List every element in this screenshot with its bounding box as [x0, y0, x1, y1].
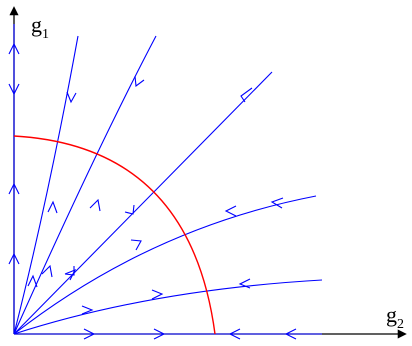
flow-arrow-icon — [224, 205, 237, 217]
flow-arrow-icon — [134, 75, 145, 88]
flow-arrow-icon — [228, 328, 241, 340]
flow-arrow-icon — [130, 239, 142, 251]
flow-arrow-icon — [66, 91, 77, 104]
flow-arrow-icon — [41, 264, 53, 278]
flow-arrow-icon — [47, 200, 58, 214]
vertical-axis-label: g1 — [31, 12, 49, 42]
flow-arrow-icon — [124, 204, 135, 215]
flow-line-2 — [13, 35, 157, 335]
horizontal-axis-letter: g — [386, 302, 397, 327]
flow-line-1 — [13, 35, 79, 335]
flow-arrow-icon — [153, 328, 166, 340]
flow-arrow-icon — [238, 278, 251, 289]
flow-lines — [13, 24, 323, 335]
flow-arrow-icon — [8, 42, 20, 55]
flow-arrow-icon — [64, 268, 77, 281]
flow-arrow-icon — [8, 252, 20, 265]
flow-arrow-icon — [240, 87, 253, 103]
horizontal-axis-label: g2 — [386, 302, 404, 332]
axes — [9, 6, 407, 339]
flow-arrow-icon — [284, 328, 297, 340]
flow-arrow-icon — [8, 182, 20, 195]
flow-arrow-icon — [89, 198, 101, 212]
flow-line-5 — [13, 279, 323, 335]
flow-arrow-icon — [64, 266, 75, 276]
flow-arrow-icon — [270, 197, 284, 209]
separatrix-curve — [13, 135, 216, 335]
flow-line-4 — [13, 195, 317, 335]
svg-text:g2: g2 — [386, 302, 404, 332]
flow-arrow-icon — [83, 328, 96, 340]
flow-arrow-icon — [27, 274, 38, 288]
svg-text:g1: g1 — [31, 12, 49, 42]
flow-line-3 — [13, 71, 273, 335]
flow-arrow-icon — [8, 83, 20, 96]
vertical-axis-letter: g — [31, 12, 42, 37]
vertical-axis-subscript: 1 — [42, 27, 49, 42]
flow-arrow-icon — [81, 305, 94, 315]
flow-arrows — [8, 42, 297, 340]
horizontal-axis-subscript: 2 — [397, 317, 404, 332]
flow-arrow-icon — [151, 289, 164, 300]
